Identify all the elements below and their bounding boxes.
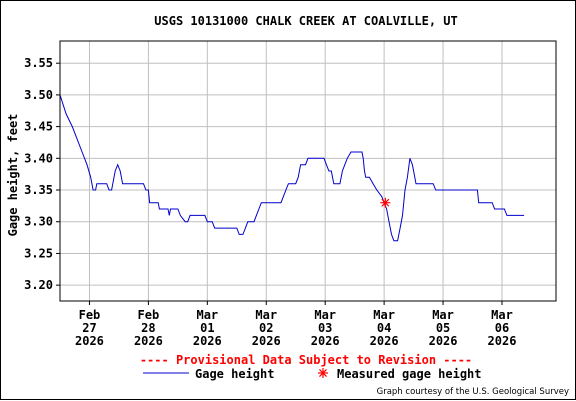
star-stroke	[319, 369, 327, 377]
x-tick-label: 28	[141, 321, 155, 335]
legend-gage-height-label: Gage height	[195, 367, 274, 381]
y-axis-label: Gage height, feet	[6, 114, 20, 237]
x-tick-label: Mar	[432, 308, 454, 322]
x-tick-label: 06	[495, 321, 509, 335]
credit-text: Graph courtesy of the U.S. Geological Su…	[377, 387, 569, 397]
x-tick-label: 2026	[75, 334, 104, 348]
x-tick-label: 27	[82, 321, 96, 335]
x-tick-label: Feb	[138, 308, 160, 322]
series-gage-height-line	[59, 94, 525, 242]
star-stroke	[381, 198, 390, 207]
y-tick-label: 3.55	[24, 56, 53, 70]
x-tick-label: 2026	[370, 334, 399, 348]
x-tick-label: 2026	[488, 334, 517, 348]
provisional-notice: ---- Provisional Data Subject to Revisio…	[140, 353, 472, 367]
x-tick-label: Mar	[196, 308, 218, 322]
star-glyph	[318, 368, 328, 378]
x-tick-label: 03	[318, 321, 332, 335]
x-tick-label: 04	[377, 321, 391, 335]
x-tick-label: 2026	[311, 334, 340, 348]
y-tick-label: 3.45	[24, 120, 53, 134]
legend-measured-label: Measured gage height	[337, 367, 482, 381]
grid-lines	[60, 41, 556, 301]
x-tick-label: Mar	[491, 308, 513, 322]
legend-measured-star-icon	[318, 368, 328, 378]
x-tick-label: 05	[436, 321, 450, 335]
x-tick-label: Feb	[79, 308, 101, 322]
y-axis-ticks: 3.20 3.25 3.30 3.35 3.40 3.45 3.50 3.55	[24, 56, 60, 292]
y-tick-label: 3.50	[24, 88, 53, 102]
series-layer	[59, 94, 525, 242]
measured-point-star-icon	[380, 197, 391, 208]
y-tick-label: 3.25	[24, 246, 53, 260]
x-tick-label: Mar	[373, 308, 395, 322]
x-axis-ticks: Feb272026Feb282026Mar012026Mar022026Mar0…	[75, 301, 516, 348]
y-tick-label: 3.35	[24, 183, 53, 197]
y-tick-label: 3.30	[24, 215, 53, 229]
x-tick-label: 2026	[134, 334, 163, 348]
plot-frame	[59, 40, 557, 302]
y-tick-label: 3.40	[24, 151, 53, 165]
y-tick-label: 3.20	[24, 278, 53, 292]
measurement-markers	[380, 197, 391, 208]
x-tick-label: 2026	[252, 334, 281, 348]
legend: Gage height Measured gage height	[143, 367, 482, 381]
x-tick-label: 2026	[193, 334, 222, 348]
x-tick-label: Mar	[314, 308, 336, 322]
chart-title: USGS 10131000 CHALK CREEK AT COALVILLE, …	[154, 14, 457, 28]
x-tick-label: Mar	[255, 308, 277, 322]
x-tick-label: 02	[259, 321, 273, 335]
x-tick-label: 01	[200, 321, 214, 335]
x-tick-label: 2026	[429, 334, 458, 348]
